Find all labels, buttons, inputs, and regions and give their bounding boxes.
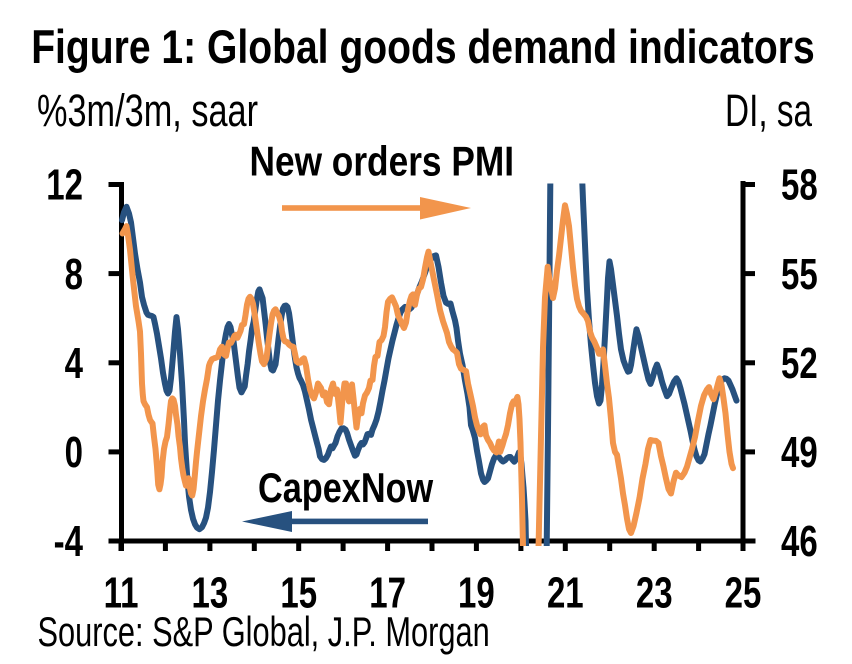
svg-text:0: 0 [65,429,83,478]
svg-text:4: 4 [65,340,84,389]
svg-text:58: 58 [781,161,818,210]
svg-text:%3m/3m, saar: %3m/3m, saar [37,87,258,136]
svg-text:11: 11 [104,569,139,618]
svg-text:New orders PMI: New orders PMI [250,139,515,186]
svg-text:Figure 1: Global goods demand: Figure 1: Global goods demand indicators [31,22,814,74]
svg-text:55: 55 [781,250,818,299]
svg-text:12: 12 [46,161,83,210]
svg-text:17: 17 [369,569,406,618]
svg-text:21: 21 [547,569,584,618]
svg-text:-4: -4 [54,518,84,567]
svg-text:46: 46 [781,518,818,567]
svg-text:DI, sa: DI, sa [725,86,813,136]
svg-text:19: 19 [458,569,495,618]
svg-text:25: 25 [725,569,762,618]
svg-text:8: 8 [65,250,83,299]
svg-text:52: 52 [781,340,818,389]
svg-text:15: 15 [280,569,317,618]
svg-text:Source: S&P Global, J.P. Morga: Source: S&P Global, J.P. Morgan [38,608,490,655]
svg-text:23: 23 [636,569,673,618]
svg-text:13: 13 [192,569,229,618]
svg-text:CapexNow: CapexNow [258,465,433,512]
svg-text:49: 49 [781,429,818,478]
